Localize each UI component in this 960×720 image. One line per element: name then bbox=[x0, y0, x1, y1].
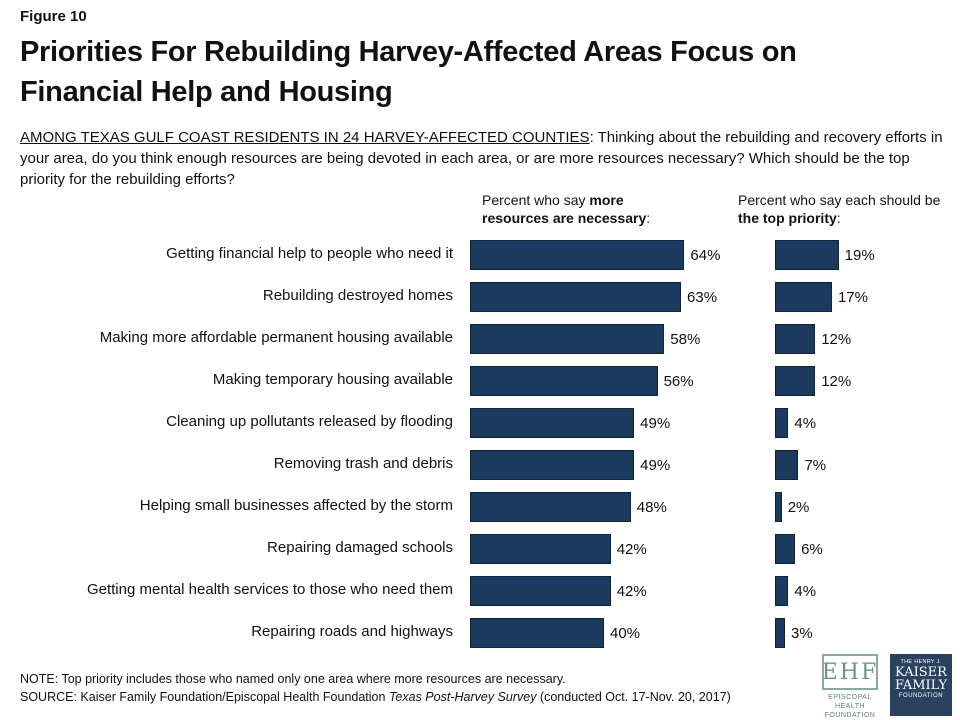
top-priority-value-label: 3% bbox=[791, 625, 813, 642]
top-priority-bar bbox=[775, 240, 839, 270]
category-label: Making more affordable permanent housing… bbox=[99, 329, 453, 346]
more-resources-value-label: 40% bbox=[610, 625, 641, 642]
category-label: Removing trash and debris bbox=[273, 455, 453, 472]
top-priority-bar bbox=[775, 366, 816, 396]
top-priority-bar bbox=[775, 492, 782, 522]
category-label: Repairing roads and highways bbox=[251, 623, 453, 640]
more-resources-value-label: 63% bbox=[687, 289, 718, 306]
category-label: Making temporary housing available bbox=[212, 371, 453, 388]
header-bold: the top priority bbox=[738, 210, 837, 226]
more-resources-value-label: 49% bbox=[640, 415, 671, 432]
top-priority-bar bbox=[775, 618, 786, 648]
top-priority-value-label: 7% bbox=[804, 457, 827, 474]
header-suffix: : bbox=[836, 210, 841, 226]
ehf-text: EPISCOPAL HEALTH FOUNDATION bbox=[814, 693, 886, 720]
top-priority-value-label: 4% bbox=[794, 415, 817, 432]
header-plain: Percent who say each should be bbox=[738, 192, 941, 208]
kff-line-3: FAMILY bbox=[894, 678, 948, 693]
top-priority-bar bbox=[775, 282, 832, 312]
top-priority-bar bbox=[775, 450, 799, 480]
top-priority-bar bbox=[775, 324, 816, 354]
top-priority-value-label: 2% bbox=[787, 499, 810, 516]
chart-note: NOTE: Top priority includes those who na… bbox=[20, 672, 566, 686]
more-resources-bar bbox=[470, 324, 665, 354]
ehf-mark: EHF bbox=[822, 654, 878, 690]
chart-source: SOURCE: Kaiser Family Foundation/Episcop… bbox=[20, 690, 731, 704]
top-priority-value-label: 17% bbox=[837, 289, 868, 306]
top-priority-value-label: 6% bbox=[801, 541, 823, 558]
header-suffix: : bbox=[646, 210, 651, 226]
category-label: Repairing damaged schools bbox=[267, 539, 453, 556]
more-resources-bar bbox=[470, 534, 611, 564]
ehf-line-1: EPISCOPAL HEALTH bbox=[828, 694, 872, 710]
top-priority-value-label: 12% bbox=[821, 331, 852, 348]
top-priority-bar bbox=[775, 534, 796, 564]
category-label: Helping small businesses affected by the… bbox=[139, 497, 453, 514]
category-label: Rebuilding destroyed homes bbox=[262, 287, 453, 304]
more-resources-value-label: 48% bbox=[636, 499, 667, 516]
more-resources-bar bbox=[470, 408, 635, 438]
more-resources-value-label: 42% bbox=[616, 583, 647, 600]
category-label: Getting financial help to people who nee… bbox=[166, 245, 453, 262]
more-resources-value-label: 49% bbox=[640, 457, 671, 474]
source-prefix: SOURCE: Kaiser Family Foundation/Episcop… bbox=[20, 690, 389, 704]
more-resources-bar bbox=[470, 492, 631, 522]
more-resources-value-label: 64% bbox=[690, 247, 721, 264]
top-priority-value-label: 19% bbox=[844, 247, 875, 264]
kff-line-4: FOUNDATION bbox=[898, 693, 944, 699]
more-resources-bar bbox=[470, 282, 682, 312]
top-priority-value-label: 4% bbox=[794, 583, 817, 600]
chart-title: Priorities For Rebuilding Harvey-Affecte… bbox=[20, 36, 797, 108]
category-label: Cleaning up pollutants released by flood… bbox=[166, 413, 453, 430]
more-resources-value-label: 58% bbox=[670, 331, 701, 348]
episcopal-health-foundation-logo: EHF EPISCOPAL HEALTH FOUNDATION bbox=[814, 654, 886, 719]
question-text: : Thinking about the rebuilding and reco… bbox=[20, 129, 943, 188]
source-suffix: (conducted Oct. 17-Nov. 20, 2017) bbox=[536, 690, 731, 704]
kff-line-1: THE HENRY J. bbox=[900, 659, 942, 665]
figure-label: Figure 10 bbox=[20, 8, 87, 25]
more-resources-bar bbox=[470, 450, 635, 480]
ehf-line-2: FOUNDATION bbox=[824, 712, 876, 719]
more-resources-header: Percent who say more resources are neces… bbox=[482, 191, 692, 227]
more-resources-bar bbox=[470, 576, 611, 606]
header-bold: more resources are necessary bbox=[482, 192, 647, 226]
more-resources-value-label: 56% bbox=[663, 373, 694, 390]
top-priority-value-label: 12% bbox=[821, 373, 852, 390]
top-priority-header: Percent who say each should be the top p… bbox=[738, 191, 953, 227]
top-priority-bar bbox=[775, 408, 789, 438]
more-resources-bar bbox=[470, 366, 658, 396]
more-resources-bar bbox=[470, 240, 685, 270]
kff-line-2: KAISER bbox=[895, 665, 947, 680]
survey-question: AMONG TEXAS GULF COAST RESIDENTS IN 24 H… bbox=[20, 127, 945, 190]
more-resources-value-label: 42% bbox=[616, 541, 647, 558]
source-title: Texas Post-Harvey Survey bbox=[388, 690, 537, 704]
population-label: AMONG TEXAS GULF COAST RESIDENTS IN 24 H… bbox=[20, 129, 590, 146]
category-label: Getting mental health services to those … bbox=[86, 581, 453, 598]
kaiser-family-foundation-logo: THE HENRY J. KAISER FAMILY FOUNDATION bbox=[890, 654, 952, 716]
top-priority-bar bbox=[775, 576, 789, 606]
header-plain: Percent who say bbox=[482, 192, 590, 208]
more-resources-bar bbox=[470, 618, 604, 648]
